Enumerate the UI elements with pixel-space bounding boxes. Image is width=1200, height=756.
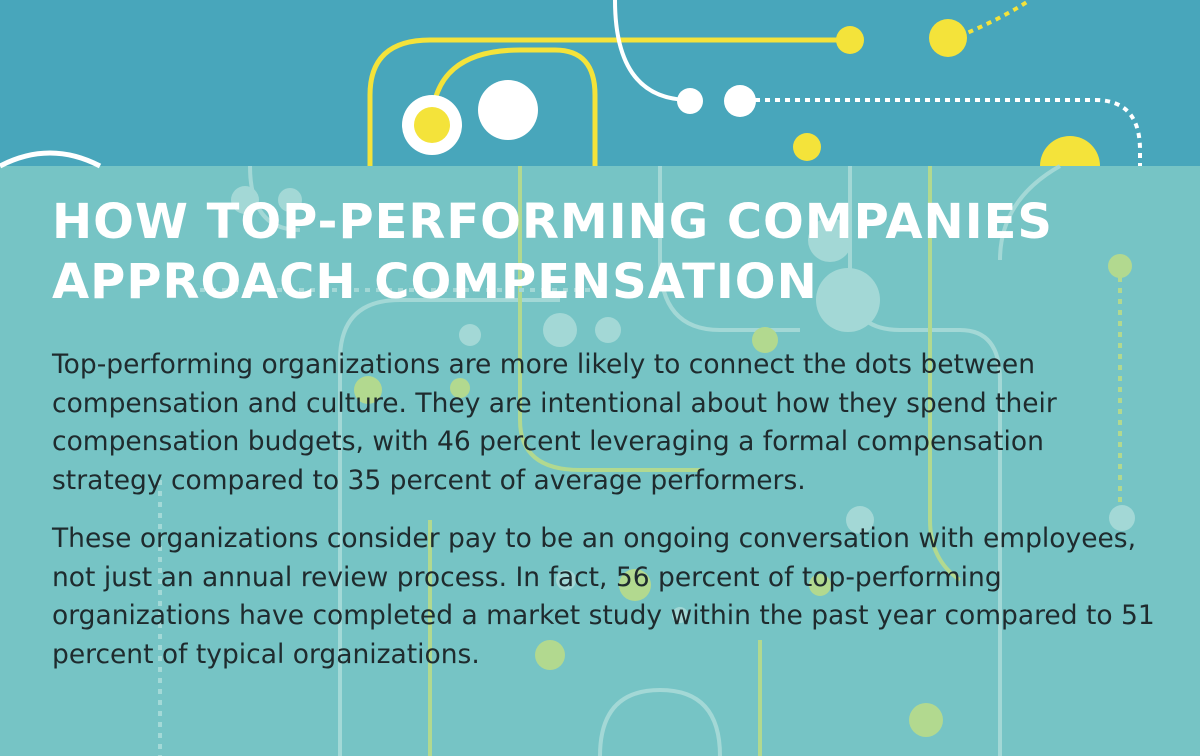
paragraph-1: Top-performing organizations are more li…	[52, 349, 1057, 496]
top-band-graphics	[0, 0, 1142, 169]
decorative-top-band	[0, 0, 1200, 166]
paragraph-2: These organizations consider pay to be a…	[52, 523, 1155, 670]
page-title: HOW TOP-PERFORMING COMPANIES APPROACH CO…	[52, 192, 1162, 312]
title-line-2: APPROACH COMPENSATION	[52, 254, 818, 310]
panel-faint-graphics	[158, 164, 1135, 756]
article-content: HOW TOP-PERFORMING COMPANIES APPROACH CO…	[52, 192, 1162, 674]
title-line-1: HOW TOP-PERFORMING COMPANIES	[52, 194, 1053, 250]
